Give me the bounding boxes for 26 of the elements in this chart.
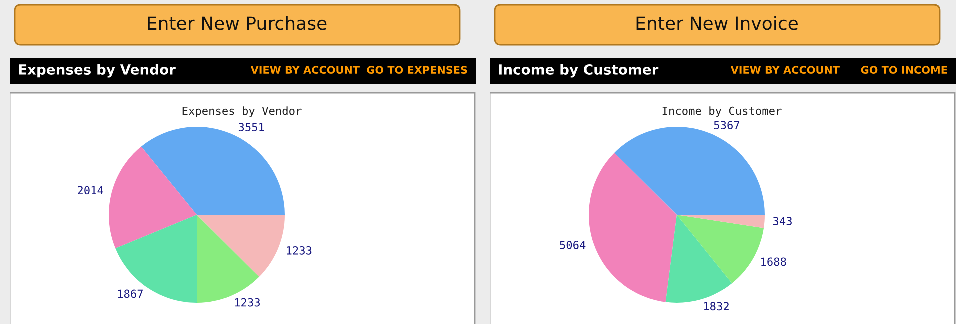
chart-title: Income by Customer — [662, 106, 782, 118]
data-label: 1233 — [287, 246, 312, 255]
pie-slice — [589, 152, 677, 302]
data-label: 2014 — [78, 186, 104, 195]
data-label: 343 — [773, 217, 792, 226]
text: Expenses by Vendor — [19, 64, 176, 78]
text: Enter New Purchase — [148, 16, 327, 30]
pie-slice — [109, 146, 197, 249]
text: GO TO INCOME — [861, 66, 948, 74]
pie-slice — [677, 215, 765, 228]
data-label: 5064 — [560, 241, 586, 250]
text: VIEW BY ACCOUNT — [730, 66, 840, 74]
data-label: 5367 — [714, 121, 740, 130]
data-label: 1867 — [118, 290, 143, 298]
pie-slice — [197, 215, 285, 278]
text: GO TO EXPENSES — [367, 66, 468, 74]
pie-slice — [666, 215, 732, 303]
text: Enter New Invoice — [636, 16, 798, 30]
chart-title: Expenses by Vendor — [182, 106, 302, 118]
data-label: 3551 — [238, 123, 264, 132]
pie-slice — [116, 215, 198, 303]
text: VIEW BY ACCOUNT — [250, 66, 360, 74]
data-label: 1233 — [235, 298, 260, 307]
data-label: 1832 — [704, 302, 729, 311]
text: Income by Customer — [499, 64, 659, 78]
data-label: 1688 — [762, 258, 786, 266]
